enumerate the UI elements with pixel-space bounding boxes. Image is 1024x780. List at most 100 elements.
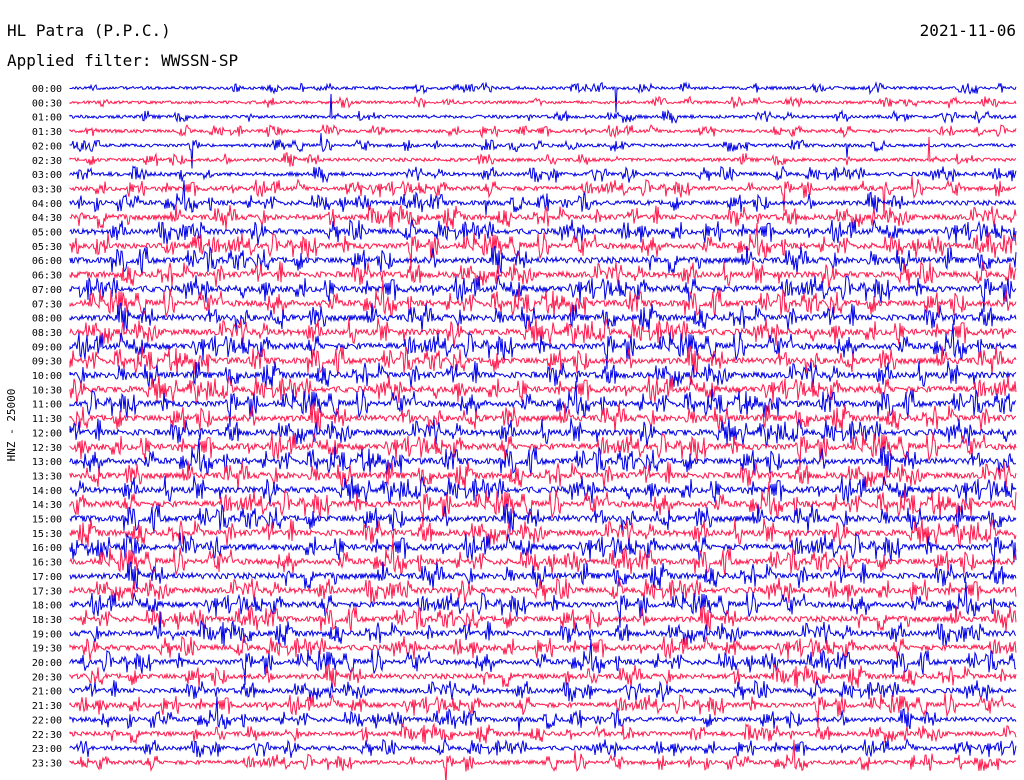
time-label: 18:30 xyxy=(32,615,62,626)
seismic-trace xyxy=(69,611,1017,647)
seismic-trace xyxy=(69,678,1017,703)
time-label: 09:00 xyxy=(32,342,62,353)
seismic-trace xyxy=(69,696,1017,732)
time-label: 23:30 xyxy=(32,758,62,769)
time-label: 07:30 xyxy=(32,299,62,310)
time-label: 16:00 xyxy=(32,543,62,554)
time-label: 12:00 xyxy=(32,428,62,439)
time-label: 13:30 xyxy=(32,471,62,482)
seismic-trace xyxy=(69,302,1017,333)
time-label: 09:30 xyxy=(32,357,62,368)
seismic-trace xyxy=(69,581,1017,628)
time-label: 02:00 xyxy=(32,141,62,152)
seismic-trace xyxy=(69,81,1017,113)
seismic-trace xyxy=(69,561,1017,591)
seismic-trace xyxy=(69,165,1017,184)
time-label: 00:30 xyxy=(32,98,62,109)
time-label: 03:30 xyxy=(32,184,62,195)
filter-label: Applied filter: WWSSN-SP xyxy=(7,51,238,70)
time-label: 21:00 xyxy=(32,687,62,698)
seismic-trace xyxy=(69,722,1017,745)
time-label: 15:00 xyxy=(32,515,62,526)
time-label: 19:00 xyxy=(32,629,62,640)
time-label: 19:30 xyxy=(32,644,62,655)
time-label: 02:30 xyxy=(32,156,62,167)
seismic-trace xyxy=(69,634,1017,661)
time-label: 21:30 xyxy=(32,701,62,712)
time-label: 20:00 xyxy=(32,658,62,669)
seismic-trace xyxy=(69,577,1017,605)
time-label: 08:30 xyxy=(32,328,62,339)
time-label: 11:00 xyxy=(32,400,62,411)
seismic-trace xyxy=(69,481,1017,528)
seismic-trace xyxy=(69,136,1017,167)
time-label: 01:00 xyxy=(32,113,62,124)
seismic-trace xyxy=(69,93,1017,124)
seismic-trace xyxy=(69,605,1017,632)
seismic-trace xyxy=(69,532,1017,571)
time-label: 10:00 xyxy=(32,371,62,382)
time-label: 20:30 xyxy=(32,672,62,683)
time-label: 17:30 xyxy=(32,586,62,597)
seismic-trace xyxy=(69,133,1017,169)
time-label: 11:30 xyxy=(32,414,62,425)
time-label: 14:00 xyxy=(32,486,62,497)
seismic-trace xyxy=(69,380,1017,427)
seismic-trace xyxy=(69,503,1017,534)
channel-label: HNZ - 25000 xyxy=(5,389,18,462)
seismic-trace xyxy=(69,223,1017,269)
seismic-trace xyxy=(69,432,1017,470)
seismic-trace xyxy=(69,692,1017,729)
seismic-trace xyxy=(69,639,1017,686)
seismic-trace xyxy=(69,180,1017,216)
seismic-trace xyxy=(69,460,1017,491)
time-label: 13:00 xyxy=(32,457,62,468)
seismic-trace xyxy=(69,418,1017,448)
seismic-trace xyxy=(69,360,1017,390)
time-label: 04:00 xyxy=(32,199,62,210)
seismic-trace xyxy=(69,323,1017,370)
seismic-trace xyxy=(69,662,1017,689)
time-label: 10:30 xyxy=(32,385,62,396)
seismic-trace xyxy=(69,475,1017,506)
seismic-trace xyxy=(69,245,1017,275)
seismic-trace xyxy=(69,123,1017,139)
time-label: 22:00 xyxy=(32,715,62,726)
seismic-trace xyxy=(69,518,1017,549)
time-label: 18:00 xyxy=(32,601,62,612)
station-title: HL Patra (P.P.C.) xyxy=(7,21,171,40)
time-label: 01:30 xyxy=(32,127,62,138)
seismic-trace xyxy=(69,218,1017,245)
seismic-trace xyxy=(69,402,1017,433)
date-label: 2021-11-06 xyxy=(920,21,1016,40)
seismic-trace xyxy=(69,739,1017,780)
time-label: 16:30 xyxy=(32,558,62,569)
time-label: 05:00 xyxy=(32,228,62,239)
seismic-trace xyxy=(69,375,1017,405)
seismic-trace xyxy=(69,438,1016,476)
time-labels: 00:00 00:30 01:00 01:30 02:00 02:30 03:00 03:30… xyxy=(32,84,62,769)
time-label: 03:00 xyxy=(32,170,62,181)
time-label: 17:00 xyxy=(32,572,62,583)
seismic-trace xyxy=(69,280,1017,318)
time-label: 22:30 xyxy=(32,730,62,741)
time-label: 07:00 xyxy=(32,285,62,296)
seismic-trace xyxy=(69,260,1017,290)
seismic-trace xyxy=(69,737,1017,758)
time-label: 15:30 xyxy=(32,529,62,540)
traces xyxy=(69,81,1017,780)
seismic-trace xyxy=(69,204,1017,230)
seismic-trace xyxy=(69,274,1017,313)
time-label: 05:30 xyxy=(32,242,62,253)
time-label: 08:00 xyxy=(32,314,62,325)
time-label: 14:30 xyxy=(32,500,62,511)
time-label: 06:30 xyxy=(32,271,62,282)
time-label: 00:00 xyxy=(32,84,62,95)
seismic-trace xyxy=(69,317,1017,348)
seismic-trace xyxy=(69,345,1017,376)
seismic-trace xyxy=(69,176,1017,217)
time-label: 04:30 xyxy=(32,213,62,224)
time-label: 12:30 xyxy=(32,443,62,454)
seismic-trace xyxy=(69,95,1017,109)
